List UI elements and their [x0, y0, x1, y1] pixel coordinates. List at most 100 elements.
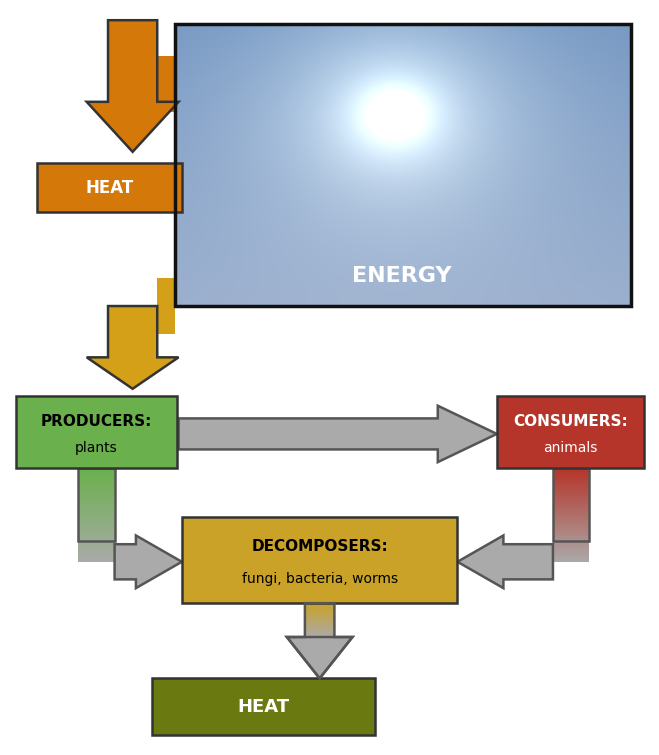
- FancyBboxPatch shape: [78, 503, 115, 505]
- FancyBboxPatch shape: [78, 468, 115, 470]
- FancyBboxPatch shape: [305, 629, 334, 630]
- FancyBboxPatch shape: [305, 622, 334, 623]
- FancyBboxPatch shape: [305, 620, 334, 621]
- FancyBboxPatch shape: [78, 543, 115, 545]
- FancyBboxPatch shape: [553, 524, 589, 526]
- FancyBboxPatch shape: [305, 612, 334, 613]
- FancyBboxPatch shape: [305, 625, 334, 626]
- FancyBboxPatch shape: [78, 538, 115, 541]
- FancyBboxPatch shape: [78, 519, 115, 522]
- Polygon shape: [179, 405, 497, 462]
- FancyBboxPatch shape: [78, 470, 115, 473]
- FancyBboxPatch shape: [553, 519, 589, 522]
- FancyBboxPatch shape: [182, 516, 457, 603]
- Text: DECOMPOSERS:: DECOMPOSERS:: [251, 539, 388, 554]
- FancyBboxPatch shape: [553, 484, 589, 486]
- FancyBboxPatch shape: [305, 616, 334, 617]
- FancyBboxPatch shape: [553, 513, 589, 515]
- FancyBboxPatch shape: [78, 492, 115, 494]
- FancyBboxPatch shape: [78, 559, 115, 562]
- FancyBboxPatch shape: [553, 557, 589, 559]
- FancyBboxPatch shape: [78, 547, 115, 550]
- FancyBboxPatch shape: [78, 482, 115, 484]
- Text: animals: animals: [544, 441, 598, 455]
- FancyBboxPatch shape: [553, 517, 589, 519]
- Text: CONSUMERS:: CONSUMERS:: [513, 414, 628, 429]
- FancyBboxPatch shape: [78, 484, 115, 486]
- FancyBboxPatch shape: [305, 617, 334, 618]
- FancyBboxPatch shape: [553, 477, 589, 479]
- FancyBboxPatch shape: [78, 479, 115, 482]
- Text: plants: plants: [75, 441, 117, 455]
- FancyBboxPatch shape: [78, 477, 115, 479]
- FancyBboxPatch shape: [553, 510, 589, 513]
- FancyBboxPatch shape: [305, 633, 334, 634]
- FancyBboxPatch shape: [305, 611, 334, 612]
- Text: ENERGY: ENERGY: [352, 266, 451, 286]
- FancyBboxPatch shape: [305, 627, 334, 629]
- FancyBboxPatch shape: [305, 632, 334, 633]
- FancyBboxPatch shape: [78, 553, 115, 555]
- FancyBboxPatch shape: [305, 630, 334, 631]
- FancyBboxPatch shape: [158, 56, 175, 112]
- FancyBboxPatch shape: [305, 635, 334, 636]
- Text: HEAT: HEAT: [238, 698, 290, 716]
- FancyBboxPatch shape: [553, 498, 589, 501]
- FancyBboxPatch shape: [553, 543, 589, 545]
- FancyBboxPatch shape: [78, 507, 115, 510]
- FancyBboxPatch shape: [158, 278, 175, 334]
- FancyBboxPatch shape: [553, 492, 589, 494]
- FancyBboxPatch shape: [553, 486, 589, 489]
- FancyBboxPatch shape: [305, 610, 334, 611]
- FancyBboxPatch shape: [305, 615, 334, 616]
- FancyBboxPatch shape: [78, 545, 115, 547]
- Polygon shape: [287, 637, 353, 679]
- FancyBboxPatch shape: [78, 486, 115, 489]
- FancyBboxPatch shape: [553, 545, 589, 547]
- FancyBboxPatch shape: [78, 532, 115, 534]
- FancyBboxPatch shape: [553, 538, 589, 541]
- FancyBboxPatch shape: [553, 553, 589, 555]
- FancyBboxPatch shape: [553, 522, 589, 524]
- FancyBboxPatch shape: [553, 473, 589, 475]
- FancyBboxPatch shape: [553, 496, 589, 498]
- FancyBboxPatch shape: [305, 603, 334, 604]
- FancyBboxPatch shape: [553, 515, 589, 517]
- FancyBboxPatch shape: [553, 482, 589, 484]
- FancyBboxPatch shape: [305, 608, 334, 609]
- FancyBboxPatch shape: [553, 547, 589, 550]
- Polygon shape: [457, 535, 553, 588]
- FancyBboxPatch shape: [553, 526, 589, 529]
- FancyBboxPatch shape: [553, 489, 589, 492]
- FancyBboxPatch shape: [553, 501, 589, 503]
- FancyBboxPatch shape: [305, 606, 334, 608]
- FancyBboxPatch shape: [78, 517, 115, 519]
- FancyBboxPatch shape: [553, 479, 589, 482]
- Polygon shape: [87, 20, 179, 152]
- FancyBboxPatch shape: [78, 555, 115, 557]
- FancyBboxPatch shape: [553, 534, 589, 536]
- FancyBboxPatch shape: [553, 505, 589, 507]
- FancyBboxPatch shape: [78, 475, 115, 477]
- FancyBboxPatch shape: [152, 679, 376, 735]
- Text: PRODUCERS:: PRODUCERS:: [40, 414, 152, 429]
- FancyBboxPatch shape: [78, 496, 115, 498]
- FancyBboxPatch shape: [38, 163, 182, 212]
- FancyBboxPatch shape: [305, 623, 334, 624]
- FancyBboxPatch shape: [553, 507, 589, 510]
- FancyBboxPatch shape: [305, 634, 334, 635]
- FancyBboxPatch shape: [553, 559, 589, 562]
- FancyBboxPatch shape: [553, 503, 589, 505]
- FancyBboxPatch shape: [305, 626, 334, 627]
- FancyBboxPatch shape: [78, 557, 115, 559]
- FancyBboxPatch shape: [78, 524, 115, 526]
- FancyBboxPatch shape: [78, 550, 115, 553]
- FancyBboxPatch shape: [78, 513, 115, 515]
- Polygon shape: [115, 535, 182, 588]
- FancyBboxPatch shape: [553, 529, 589, 532]
- FancyBboxPatch shape: [78, 494, 115, 496]
- FancyBboxPatch shape: [553, 550, 589, 553]
- Polygon shape: [87, 306, 179, 389]
- FancyBboxPatch shape: [305, 631, 334, 632]
- FancyBboxPatch shape: [305, 604, 334, 605]
